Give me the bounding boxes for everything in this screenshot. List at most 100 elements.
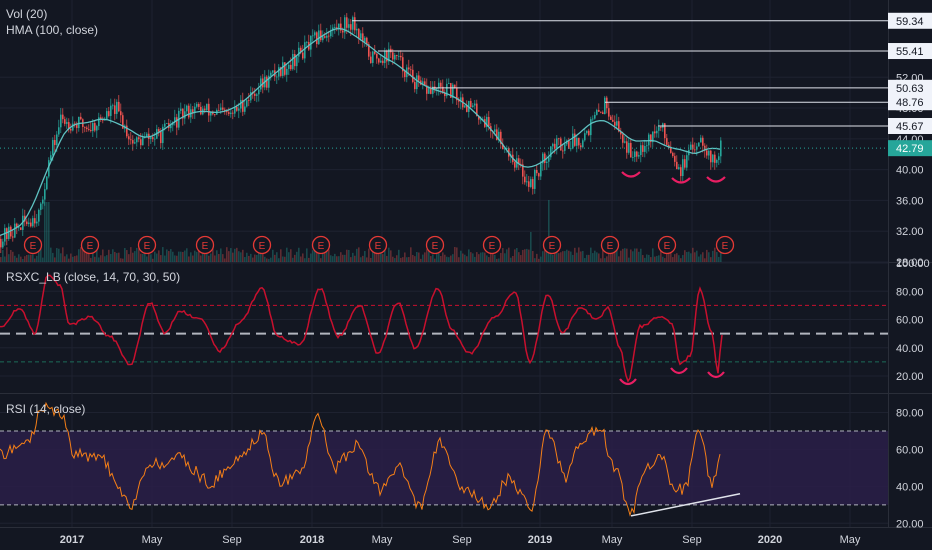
price-y-tick-label: 40.00 [896, 165, 924, 177]
earnings-marker-label: E [722, 241, 729, 252]
volume-bar [362, 255, 364, 262]
candle-body [214, 114, 216, 116]
volume-bar [120, 258, 122, 262]
candle-body [276, 76, 278, 78]
volume-bar [28, 254, 30, 262]
candle-body [266, 76, 268, 88]
candle-body [0, 238, 2, 248]
volume-bar [6, 247, 8, 262]
candle-body [588, 130, 590, 136]
volume-bar [32, 254, 34, 262]
volume-bar [600, 258, 602, 262]
candle-body [424, 81, 426, 86]
volume-bar [356, 248, 358, 262]
x-axis-label: Sep [682, 534, 702, 546]
volume-bar [432, 254, 434, 262]
earnings-marker[interactable] [482, 235, 502, 255]
candle-body [220, 107, 222, 111]
rsxc-y-tick-label: 80.00 [896, 286, 924, 298]
candle-body [194, 106, 196, 113]
volume-bar [264, 256, 266, 262]
volume-bar [656, 255, 658, 262]
earnings-marker[interactable] [195, 235, 215, 255]
volume-bar [486, 255, 488, 262]
earnings-marker[interactable] [600, 235, 620, 255]
candle-body [428, 86, 430, 94]
volume-bar [78, 249, 80, 262]
volume-bar [592, 253, 594, 262]
volume-bar [58, 248, 60, 262]
volume-bar [644, 257, 646, 262]
candle-body [388, 48, 390, 62]
candle-body [64, 119, 66, 124]
earnings-marker[interactable] [80, 235, 100, 255]
earnings-marker[interactable] [252, 235, 272, 255]
volume-bar [340, 252, 342, 262]
volume-bar [350, 257, 352, 262]
volume-bar [278, 258, 280, 262]
volume-bar [626, 248, 628, 262]
volume-bar [514, 249, 516, 262]
candle-body [120, 111, 122, 116]
candle-body [396, 55, 398, 56]
volume-bar [222, 254, 224, 262]
candle-body [708, 150, 710, 156]
volume-bar [394, 258, 396, 262]
candle-body [260, 78, 262, 90]
earnings-marker[interactable] [311, 235, 331, 255]
volume-bar [106, 255, 108, 262]
volume-bar [480, 252, 482, 262]
volume-bar [242, 249, 244, 262]
earnings-marker[interactable] [542, 235, 562, 255]
candle-body [270, 72, 272, 76]
candle-body [680, 167, 682, 177]
divergence-marker [706, 176, 726, 183]
earnings-marker[interactable] [23, 235, 43, 255]
volume-bar [370, 257, 372, 262]
rsxc-y-tick-label: 60.00 [896, 315, 924, 327]
earnings-marker[interactable] [715, 235, 735, 255]
volume-bar [676, 253, 678, 262]
rsi-pane[interactable] [0, 401, 888, 517]
volume-bar [460, 250, 462, 262]
candle-body [166, 123, 168, 124]
earnings-marker[interactable] [137, 235, 157, 255]
candle-body [296, 56, 298, 67]
candle-body [580, 145, 582, 148]
volume-bar [608, 252, 610, 262]
earnings-marker[interactable] [368, 235, 388, 255]
candle-body [470, 100, 472, 107]
candle-body [208, 103, 210, 116]
candle-body [610, 116, 612, 120]
volume-bar [268, 258, 270, 262]
candle-body [184, 111, 186, 119]
candle-body [564, 144, 566, 151]
volume-bar [280, 249, 282, 262]
candle-body [422, 81, 424, 85]
earnings-marker[interactable] [425, 235, 445, 255]
candle-body [102, 119, 104, 121]
candle-body [48, 160, 50, 177]
volume-bar [164, 255, 166, 262]
candle-body [478, 115, 480, 120]
volume-bar [176, 255, 178, 262]
volume-bar [532, 251, 534, 262]
volume-bar [124, 248, 126, 262]
candle-body [416, 75, 418, 90]
candle-body [162, 126, 164, 144]
volume-bar [296, 251, 298, 262]
volume-bar [408, 257, 410, 262]
volume-bar [346, 249, 348, 262]
candle-body [290, 64, 292, 70]
rsi-y-tick-label: 60.00 [896, 444, 924, 456]
volume-bar [648, 254, 650, 262]
rsxc-pane[interactable] [0, 274, 888, 386]
volume-bar [684, 250, 686, 262]
candle-body [674, 156, 676, 162]
volume-bar [634, 248, 636, 262]
volume-bar [234, 248, 236, 262]
earnings-marker[interactable] [657, 235, 677, 255]
candle-body [114, 105, 116, 114]
